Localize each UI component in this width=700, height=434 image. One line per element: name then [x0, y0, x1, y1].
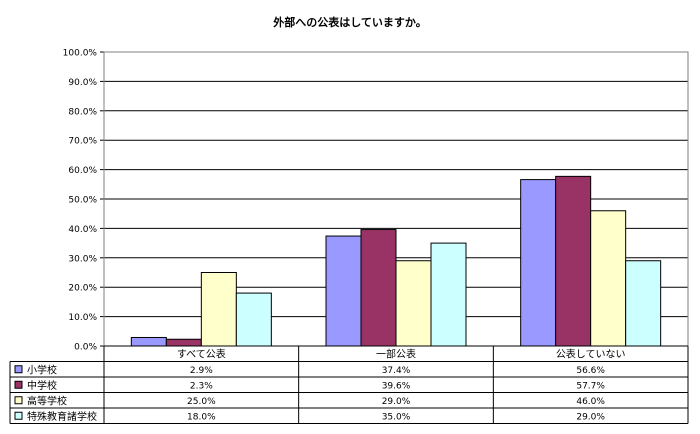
data-label: 2.3% — [190, 381, 213, 391]
y-tick-label: 20.0% — [68, 284, 97, 294]
legend-label: 小学校 — [27, 363, 57, 376]
data-label: 25.0% — [187, 397, 216, 407]
data-label: 56.6% — [576, 366, 605, 376]
bar-4-3 — [625, 260, 662, 347]
x-tick-label: すべて公表 — [177, 348, 226, 361]
bar-2-3 — [555, 175, 592, 347]
y-tick-label: 70.0% — [68, 137, 97, 147]
bar-3-1 — [200, 272, 237, 347]
data-label: 46.0% — [576, 397, 605, 407]
legend-label: 高等学校 — [27, 394, 67, 407]
data-label: 57.7% — [576, 381, 605, 391]
legend-label: 中学校 — [27, 379, 57, 392]
data-label: 29.0% — [576, 412, 605, 422]
bar-1-2 — [325, 235, 362, 347]
y-tick-label: 100.0% — [63, 49, 98, 59]
x-tick-label: 一部公表 — [376, 348, 416, 361]
legend-swatch — [14, 411, 23, 420]
bar-3-2 — [395, 260, 432, 347]
x-tick-label: 公表していない — [556, 348, 626, 361]
y-tick-label: 0.0% — [74, 343, 97, 353]
data-label: 29.0% — [382, 397, 411, 407]
data-label: 39.6% — [382, 381, 411, 391]
bar-3-3 — [590, 210, 627, 347]
data-label: 18.0% — [187, 412, 216, 422]
bar-2-2 — [360, 229, 397, 347]
y-tick-label: 90.0% — [68, 78, 97, 88]
legend-swatch — [14, 396, 23, 405]
y-tick-label: 50.0% — [68, 196, 97, 206]
bar-4-1 — [235, 292, 272, 347]
bar-1-1 — [130, 336, 167, 347]
y-tick-label: 60.0% — [68, 166, 97, 176]
legend-label: 特殊教育諸学校 — [27, 410, 97, 423]
data-label: 35.0% — [382, 412, 411, 422]
y-tick-label: 10.0% — [68, 313, 97, 323]
bar-1-3 — [520, 179, 557, 347]
y-tick-label: 80.0% — [68, 107, 97, 117]
data-label: 37.4% — [382, 366, 411, 376]
legend-swatch — [14, 380, 23, 389]
bar-4-2 — [430, 242, 467, 347]
y-tick-label: 30.0% — [68, 254, 97, 264]
data-label: 2.9% — [190, 366, 213, 376]
bar-2-1 — [165, 338, 202, 347]
y-tick-label: 40.0% — [68, 225, 97, 235]
chart-title: 外部への公表はしていますか。 — [273, 16, 427, 29]
legend-swatch — [14, 365, 23, 374]
